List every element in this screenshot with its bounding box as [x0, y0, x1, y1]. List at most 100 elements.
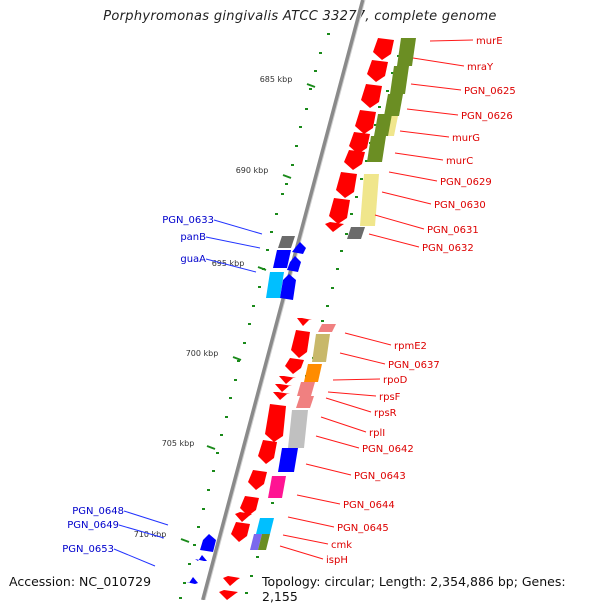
cog-feature-box — [268, 476, 286, 498]
tick-mark — [266, 249, 269, 251]
forward-gene-arrow — [223, 576, 240, 586]
reverse-gene-arrow — [195, 555, 207, 561]
leader-line — [344, 332, 392, 346]
tick-mark — [271, 502, 274, 504]
gene-label: mraY — [467, 62, 494, 73]
tick-mark — [225, 416, 228, 418]
leader-line — [113, 548, 156, 567]
tick-mark — [345, 233, 348, 235]
tick-mark — [321, 320, 324, 322]
tick-mark — [365, 160, 368, 162]
tick-mark — [179, 597, 182, 599]
gene-label: PGN_0642 — [362, 444, 414, 455]
cog-feature-box — [278, 236, 295, 248]
tick-mark — [285, 183, 288, 185]
leader-line — [374, 214, 425, 230]
reverse-gene-arrow — [292, 242, 306, 254]
forward-gene-arrow — [265, 404, 286, 442]
cog-feature-box — [312, 334, 330, 362]
tick-mark — [340, 250, 343, 252]
tick-mark — [281, 193, 284, 195]
tick-mark — [270, 231, 273, 233]
tick-mark — [250, 575, 253, 577]
tick-mark — [188, 563, 191, 565]
major-tick — [206, 445, 216, 450]
forward-gene-arrow — [325, 222, 344, 232]
leader-line — [388, 171, 438, 182]
forward-gene-arrow — [329, 198, 350, 224]
leader-line — [279, 545, 324, 560]
forward-gene-arrow — [285, 358, 304, 374]
major-tick — [257, 266, 267, 271]
gene-label: rpmE2 — [394, 341, 427, 352]
gene-label: PGN_0631 — [427, 225, 479, 236]
tick-mark — [386, 90, 389, 92]
forward-gene-arrow — [258, 440, 277, 464]
gene-label: PGN_0626 — [461, 111, 513, 122]
tick-mark — [237, 360, 240, 362]
tick-mark — [183, 582, 186, 584]
gene-label: murE — [476, 36, 503, 47]
gene-label: rplI — [369, 428, 385, 439]
tick-mark — [391, 72, 394, 74]
accession-text: Accession: NC_010729 — [9, 574, 152, 589]
leader-line — [399, 130, 450, 138]
cog-feature-box — [266, 272, 284, 298]
major-tick — [282, 174, 292, 179]
tick-mark — [275, 213, 278, 215]
gene-label: ispH — [326, 555, 348, 566]
cog-feature-box — [367, 136, 386, 162]
major-tick — [180, 538, 190, 543]
cog-feature-box — [384, 94, 403, 116]
tick-mark — [360, 178, 363, 180]
tick-label: 690 kbp — [236, 166, 269, 175]
tick-mark — [378, 106, 381, 108]
tick-mark — [229, 397, 232, 399]
gene-label: rpoD — [383, 375, 408, 386]
leader-line — [325, 397, 372, 413]
forward-gene-arrow — [219, 590, 238, 600]
forward-gene-arrow — [297, 318, 312, 326]
forward-gene-arrow — [248, 470, 267, 490]
tick-mark — [331, 287, 334, 289]
tick-mark — [327, 33, 330, 35]
cog-feature-box — [390, 66, 409, 94]
tick-mark — [314, 70, 317, 72]
reverse-gene-arrow — [186, 577, 198, 584]
tick-mark — [305, 108, 308, 110]
reverse-gene-arrow — [287, 256, 301, 272]
tick-mark — [197, 526, 200, 528]
leader-line — [118, 524, 165, 539]
forward-gene-arrow — [240, 496, 259, 516]
leader-line — [410, 83, 462, 91]
gene-label: guaA — [180, 254, 206, 265]
major-tick — [232, 356, 242, 361]
label-group: murE mraY PGN_0625 PGN_0626 murG murC PGN_0629… — [62, 36, 516, 567]
forward-gene-arrow — [361, 84, 382, 108]
tick-mark — [252, 305, 255, 307]
gene-label: PGN_0653 — [62, 544, 114, 555]
leader-line — [315, 435, 360, 449]
forward-gene-arrow — [344, 150, 365, 170]
leader-line — [339, 352, 386, 365]
leader-line — [327, 391, 377, 397]
tick-mark — [202, 508, 205, 510]
cog-feature-box — [347, 227, 365, 239]
tick-label: 700 kbp — [186, 349, 219, 358]
gene-label: PGN_0637 — [388, 360, 440, 371]
cog-feature-box — [273, 250, 291, 268]
tick-mark — [350, 213, 353, 215]
forward-gene-arrow — [231, 522, 250, 542]
gene-label: rpsR — [374, 408, 397, 419]
tick-mark — [374, 124, 377, 126]
leader-line — [406, 108, 459, 116]
forward-gene-arrow — [273, 392, 290, 400]
tick-mark — [258, 286, 261, 288]
tick-label: 695 kbp — [212, 259, 245, 268]
gene-label: PGN_0643 — [354, 471, 406, 482]
gene-label: murC — [446, 156, 473, 167]
tick-mark — [245, 592, 248, 594]
tick-mark — [355, 196, 358, 198]
tick-mark — [299, 126, 302, 128]
gene-label: cmk — [331, 540, 352, 551]
